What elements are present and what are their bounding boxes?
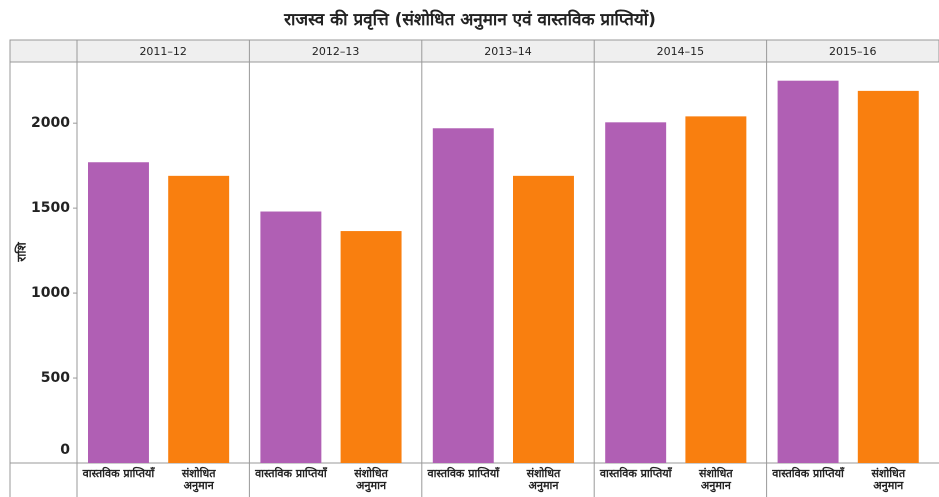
x-tick-label: संशोधित अनुमान [354,467,388,492]
bar [685,116,747,464]
x-tick-label: वास्तविक प्राप्तियाँ [772,467,844,480]
x-tick-label: संशोधित अनुमान [181,467,216,492]
bar [513,175,574,464]
x-tick-label: वास्तविक प्राप्तियाँ [427,467,500,480]
y-tick-label: 500 [41,370,70,386]
chart-title: राजस्व की प्रवृत्ति (संशोधित अनुमान एवं … [283,9,656,30]
x-tick-label: वास्तविक प्राप्तियाँ [599,467,672,480]
bar [168,175,230,464]
panel-label: 2011–12 [139,45,187,58]
bar [340,231,402,463]
bar [605,122,667,463]
bar [857,90,919,463]
y-axis-label: राशि [15,242,29,263]
panel-label: 2012–13 [312,45,360,58]
panel-label: 2015–16 [829,45,877,58]
x-tick-label: संशोधित अनुमान [526,467,561,492]
y-tick-label: 1000 [31,285,70,301]
y-tick-label: 0 [60,442,70,458]
bar [88,162,149,463]
x-tick-label: संशोधित अनुमान [699,467,733,492]
y-tick-label: 2000 [31,115,70,131]
y-tick-label: 1500 [31,200,70,216]
x-tick-label: वास्तविक प्राप्तियाँ [255,467,327,480]
panel-label: 2013–14 [484,45,532,58]
bar [260,211,322,463]
bar [777,80,839,464]
x-tick-label: संशोधित अनुमान [871,467,906,492]
bar [432,128,494,463]
x-tick-label: वास्तविक प्राप्तियाँ [82,467,155,480]
panel-label: 2014–15 [657,45,705,58]
